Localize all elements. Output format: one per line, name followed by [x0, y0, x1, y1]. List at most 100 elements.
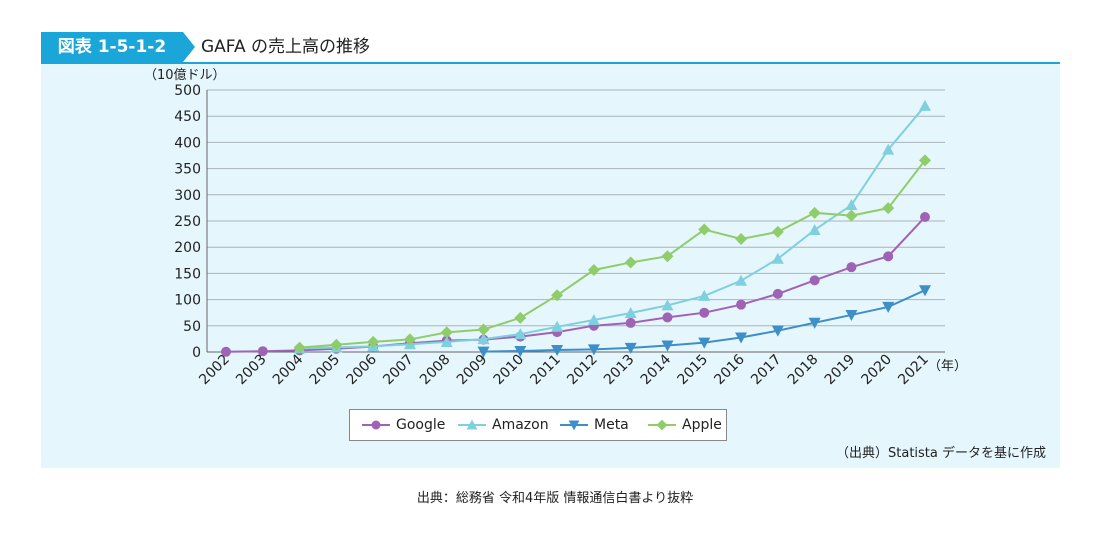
- data-point-apple: [367, 335, 380, 348]
- data-point-apple: [661, 250, 674, 263]
- data-point-meta: [698, 337, 711, 349]
- x-tick-label: 2016: [711, 351, 748, 388]
- data-point-apple: [624, 256, 637, 269]
- x-tick-label: 2017: [748, 352, 785, 389]
- data-point-amazon: [808, 223, 821, 235]
- data-point-apple: [440, 326, 453, 339]
- data-point-meta: [587, 344, 600, 356]
- y-tick-label: 450: [174, 109, 201, 125]
- x-tick-label: 2009: [454, 352, 491, 389]
- data-point-amazon: [514, 328, 527, 340]
- data-point-meta: [661, 340, 674, 352]
- x-tick-label: 2010: [491, 352, 528, 389]
- data-point-meta: [808, 317, 821, 329]
- x-tick-label: 2012: [564, 352, 601, 389]
- data-point-apple: [919, 154, 931, 167]
- y-tick-label: 100: [174, 293, 201, 309]
- data-point-meta: [514, 345, 527, 357]
- data-point-apple: [293, 341, 306, 354]
- y-tick-label: 200: [174, 240, 201, 256]
- figure-header: 図表 1-5-1-2 GAFA の売上高の推移: [41, 32, 1060, 64]
- data-point-apple: [845, 209, 858, 222]
- data-point-meta: [551, 345, 564, 357]
- data-point-google: [736, 299, 747, 310]
- x-tick-label: 2007: [380, 352, 417, 389]
- data-point-amazon: [771, 252, 784, 264]
- data-point-apple: [808, 206, 821, 219]
- data-point-google: [221, 346, 231, 357]
- x-tick-label: 2011: [527, 352, 564, 389]
- data-point-google: [772, 288, 783, 299]
- data-point-meta: [882, 301, 895, 313]
- data-point-google: [625, 317, 636, 328]
- data-point-apple: [403, 333, 416, 346]
- x-tick-label: 2020: [859, 352, 896, 389]
- data-point-amazon: [698, 289, 711, 301]
- data-point-apple: [477, 323, 490, 336]
- header-divider: [41, 62, 1060, 64]
- chart-legend: Google Amazon Meta Apple: [349, 409, 727, 441]
- data-point-amazon: [440, 335, 453, 347]
- data-point-amazon: [919, 99, 931, 111]
- data-point-amazon: [845, 199, 858, 211]
- series-meta: [477, 285, 931, 358]
- data-point-apple: [587, 263, 600, 276]
- data-point-amazon: [882, 143, 895, 155]
- data-point-apple: [698, 223, 711, 236]
- x-tick-label: 2002: [196, 352, 233, 389]
- legend-swatch-meta: [560, 420, 588, 431]
- data-point-apple: [551, 289, 564, 302]
- x-tick-label: 2006: [343, 351, 380, 388]
- data-point-amazon: [551, 320, 564, 332]
- data-point-apple: [330, 338, 343, 351]
- chart-panel: 0 50 100 150 200 250 300 350 400 450 500 （10億ドル） 200…: [41, 64, 1060, 468]
- y-tick-label: 150: [174, 266, 201, 282]
- legend-label-apple: Apple: [682, 417, 722, 433]
- legend-marker-meta: [568, 420, 580, 431]
- data-point-meta: [477, 346, 490, 358]
- y-tick-label: 250: [174, 214, 201, 230]
- data-point-meta: [624, 342, 637, 354]
- x-tick-label: 2013: [601, 352, 638, 389]
- data-point-meta: [845, 309, 858, 321]
- footer-note: 出典：総務省 令和4年版 情報通信白書より抜粋: [416, 491, 694, 506]
- legend-label-amazon: Amazon: [492, 417, 549, 433]
- legend-marker-amazon: [466, 419, 478, 430]
- y-tick-label: 0: [192, 345, 201, 361]
- y-tick-label: 400: [174, 135, 201, 151]
- x-axis-unit-label: （年）: [928, 359, 967, 374]
- data-point-amazon: [661, 299, 674, 311]
- data-point-google: [699, 307, 710, 318]
- data-point-apple: [771, 225, 784, 238]
- data-point-google: [662, 312, 673, 323]
- data-point-apple: [735, 233, 748, 246]
- x-tick-label: 2008: [417, 352, 454, 389]
- data-point-amazon: [477, 333, 490, 345]
- x-tick-label: 2014: [638, 351, 675, 388]
- data-point-google: [257, 346, 268, 357]
- series-line-amazon: [299, 105, 926, 350]
- x-tick-label: 2004: [270, 351, 307, 388]
- y-axis-label: （10億ドル）: [144, 67, 226, 83]
- data-point-amazon: [587, 313, 600, 325]
- x-tick-label: 2021: [895, 352, 932, 389]
- data-point-meta: [771, 325, 784, 337]
- legend-swatch-apple: [648, 419, 676, 431]
- data-point-google: [846, 262, 857, 273]
- legend-label-google: Google: [396, 417, 446, 433]
- data-point-apple: [514, 311, 527, 324]
- figure-number-badge: 図表 1-5-1-2: [41, 32, 195, 62]
- series-apple: [293, 154, 931, 354]
- source-note: （出典）Statista データを基に作成: [836, 446, 1046, 461]
- figure-title: GAFA の売上高の推移: [201, 37, 371, 57]
- y-tick-label: 500: [174, 83, 201, 99]
- y-tick-label: 350: [174, 162, 201, 178]
- data-point-meta: [735, 332, 748, 344]
- y-tick-label: 300: [174, 188, 201, 204]
- series-google: [221, 212, 930, 357]
- data-point-amazon: [735, 274, 748, 286]
- x-tick-label: 2003: [233, 352, 270, 389]
- x-tick-label: 2005: [307, 352, 344, 389]
- legend-marker-apple: [656, 419, 668, 431]
- legend-swatch-google: [362, 420, 390, 430]
